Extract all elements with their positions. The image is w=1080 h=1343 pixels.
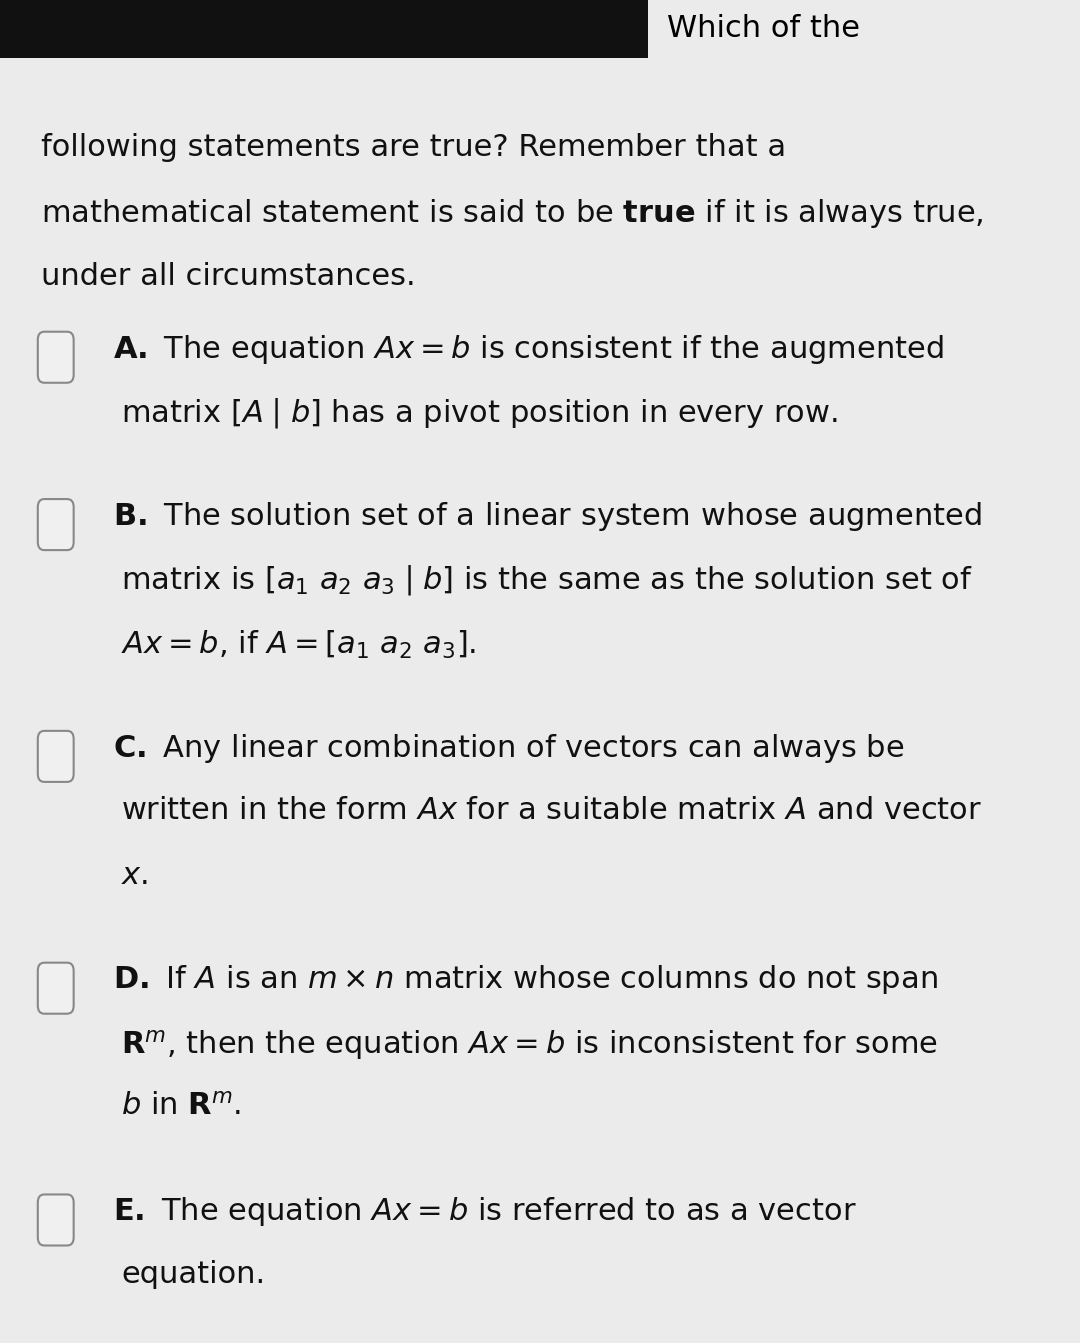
Text: Which of the: Which of the [667,15,861,43]
FancyBboxPatch shape [38,332,73,383]
Text: matrix is $[ a_1\ a_2\ a_3 \mid b ]$ is the same as the solution set of: matrix is $[ a_1\ a_2\ a_3 \mid b ]$ is … [121,564,973,599]
Text: $\mathbf{D.}$ If $A$ is an $m \times n$ matrix whose columns do not span: $\mathbf{D.}$ If $A$ is an $m \times n$ … [113,963,939,997]
Text: $\mathbf{R}^{m}$, then the equation $Ax = b$ is inconsistent for some: $\mathbf{R}^{m}$, then the equation $Ax … [121,1027,937,1062]
Text: mathematical statement is said to be $\mathbf{true}$ if it is always true,: mathematical statement is said to be $\m… [41,197,984,231]
Text: $\mathbf{B.}$ The solution set of a linear system whose augmented: $\mathbf{B.}$ The solution set of a line… [113,500,982,533]
Text: following statements are true? Remember that a: following statements are true? Remember … [41,133,786,163]
FancyBboxPatch shape [38,1194,73,1245]
FancyBboxPatch shape [38,500,73,551]
Text: under all circumstances.: under all circumstances. [41,262,416,291]
Text: $\mathbf{E.}$ The equation $Ax = b$ is referred to as a vector: $\mathbf{E.}$ The equation $Ax = b$ is r… [113,1195,858,1229]
Text: $\mathbf{A.}$ The equation $Ax = b$ is consistent if the augmented: $\mathbf{A.}$ The equation $Ax = b$ is c… [113,333,944,365]
Text: $\mathbf{C.}$ Any linear combination of vectors can always be: $\mathbf{C.}$ Any linear combination of … [113,732,905,764]
Text: equation.: equation. [121,1260,265,1289]
FancyBboxPatch shape [38,963,73,1014]
Text: $x$.: $x$. [121,861,148,889]
Text: $b$ in $\mathbf{R}^{m}$.: $b$ in $\mathbf{R}^{m}$. [121,1092,241,1121]
Bar [0,0,648,58]
FancyBboxPatch shape [38,731,73,782]
Text: $Ax = b$, if $A = [ a_1\ a_2\ a_3 ]$.: $Ax = b$, if $A = [ a_1\ a_2\ a_3 ]$. [121,629,476,661]
Text: matrix $[ A \mid b ]$ has a pivot position in every row.: matrix $[ A \mid b ]$ has a pivot positi… [121,398,837,431]
Text: written in the form $Ax$ for a suitable matrix $A$ and vector: written in the form $Ax$ for a suitable … [121,796,982,825]
